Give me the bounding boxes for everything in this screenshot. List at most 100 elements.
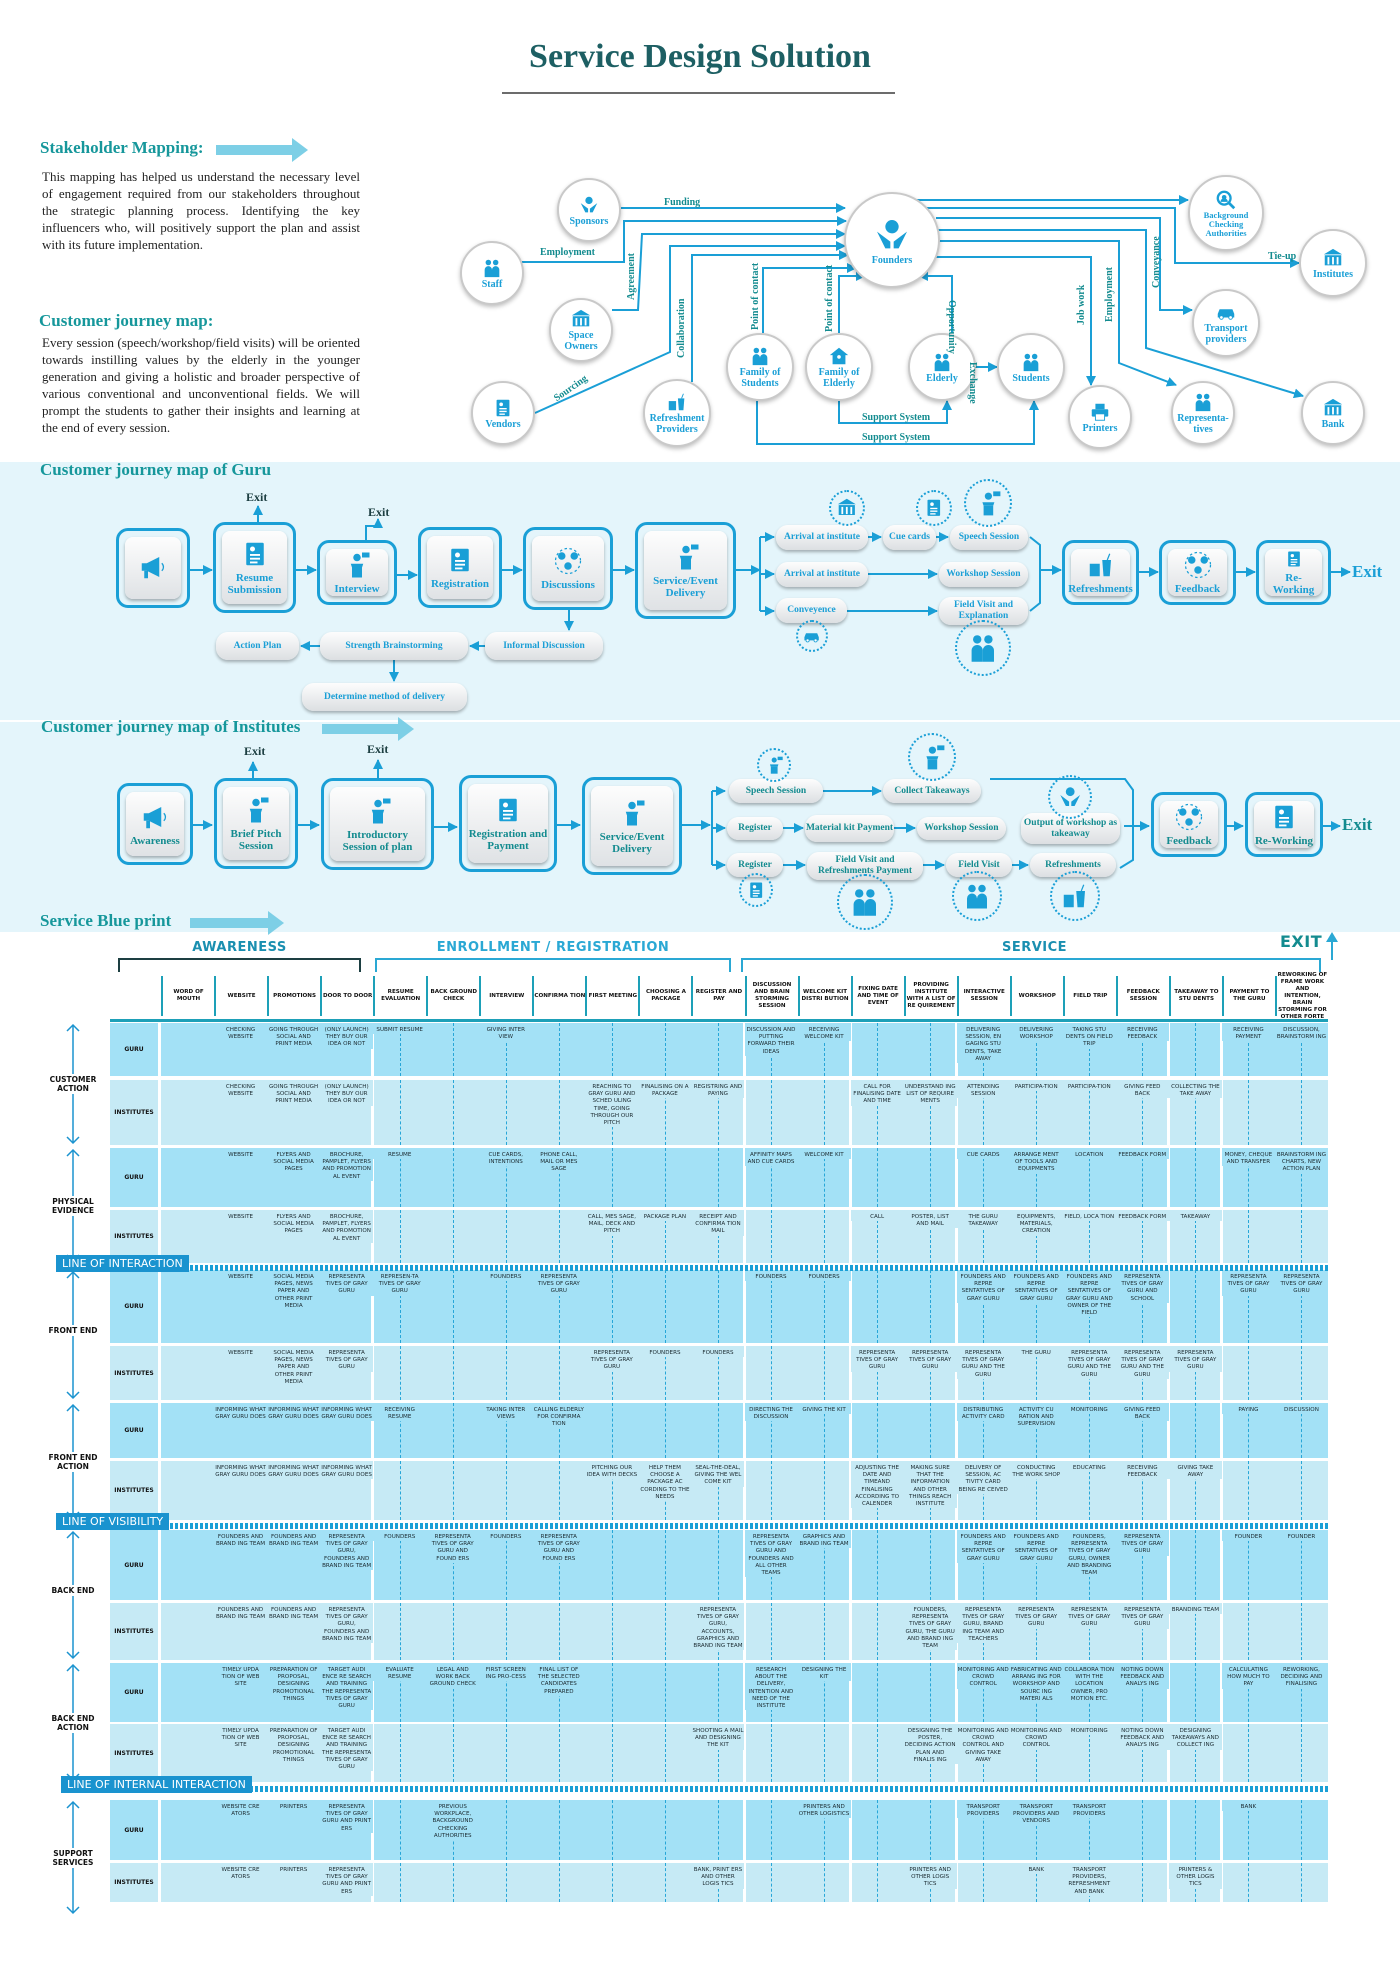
dashed-guide: [1301, 1800, 1303, 1860]
dashed-guide: [399, 1346, 401, 1400]
stakeholder-node: Vendors: [471, 381, 535, 445]
table-cell: FOUNDERS: [479, 1270, 533, 1282]
dashed-guide: [717, 1663, 719, 1722]
table-row: WEBSITE SOCIAL MEDIA PAGES, NEWS PAPER AN…: [161, 1270, 1328, 1343]
branch-pill[interactable]: Speech Session: [729, 779, 823, 803]
dashed-guide: [824, 1461, 826, 1520]
journey-step[interactable]: Registration and Payment: [459, 775, 557, 872]
branch-pill[interactable]: Conveyence: [776, 598, 847, 623]
dotted-icon-circle: [757, 748, 791, 782]
table-cell: FIRST SCREEN ING PRO-CESS: [479, 1663, 533, 1682]
dashed-guide: [824, 1270, 826, 1343]
dashed-guide: [505, 1663, 507, 1722]
journey-step[interactable]: Interview: [317, 540, 397, 605]
exit-label[interactable]: EXIT: [1280, 932, 1323, 951]
table-cell: POSTER, LIST AND MAIL: [903, 1210, 957, 1229]
megaphone-icon: [141, 556, 164, 578]
journey-step-card: Resume Submission: [222, 531, 287, 604]
sub-step-pill[interactable]: Determine method of delivery: [302, 683, 467, 711]
journey-step[interactable]: Re-Working: [1245, 792, 1323, 857]
column-header: DOOR TO DOOR: [320, 976, 373, 1016]
group-divider: [371, 1270, 375, 1343]
dotted-icon-circle: [964, 479, 1012, 527]
journey-step[interactable]: Service/Event Delivery: [582, 777, 682, 875]
interview-icon: [371, 798, 390, 823]
journey-step[interactable]: [116, 528, 190, 608]
dashed-guide: [664, 1800, 666, 1860]
table-cell: FOUNDERS AND REPRE SENTATIVES OF GRAY GU…: [1009, 1530, 1063, 1563]
sub-step-pill[interactable]: Informal Discussion: [485, 632, 603, 660]
group-divider: [848, 1346, 852, 1400]
final-exit-label[interactable]: Exit: [1352, 562, 1383, 581]
table-cell: FOUNDERS AND REPRE SENTATIVES OF GRAY GU…: [1062, 1270, 1116, 1318]
group-divider: [1219, 1148, 1223, 1207]
dashed-guide: [877, 1270, 879, 1343]
branch-pill[interactable]: Workshop Session: [917, 817, 1006, 840]
journey-step[interactable]: Introductory Session of plan: [321, 778, 434, 870]
table-cell: REPRESENTA TIVES OF GRAY GURU: [1062, 1603, 1116, 1629]
journey-step[interactable]: Feedback: [1151, 792, 1227, 857]
pitch-icon: [249, 797, 269, 823]
journey-step[interactable]: Registration: [418, 527, 502, 608]
dashed-guide: [558, 1603, 560, 1660]
dashed-guide: [1195, 1461, 1197, 1520]
column-header: RESUME EVALUATION: [373, 976, 426, 1016]
journey-step[interactable]: Re-Working: [1256, 540, 1331, 605]
journey-step[interactable]: Brief Pitch Session: [214, 778, 298, 869]
journey-step[interactable]: Feedback: [1159, 540, 1236, 605]
table-cell: BRAINSTORM ING CHARTS, NEW ACTION PLAN: [1274, 1148, 1328, 1174]
journey-step[interactable]: Refreshments: [1062, 540, 1139, 605]
sub-step-pill[interactable]: Action Plan: [216, 632, 299, 660]
connection-label: Employment: [540, 247, 595, 258]
dashed-guide: [1195, 1148, 1197, 1207]
dashed-guide: [1301, 1863, 1303, 1902]
branch-pill[interactable]: Speech Session: [950, 525, 1028, 550]
dashed-guide: [1248, 1210, 1250, 1263]
students-icon: [853, 889, 877, 916]
dashed-guide: [1248, 1403, 1250, 1458]
table-row: WEBSITE CRE ATORS PRINTERS REPRESENTA TIVE…: [161, 1800, 1328, 1860]
step-label: Registration: [430, 578, 490, 590]
journey-step[interactable]: Service/Event Delivery: [635, 522, 736, 619]
branch-pill[interactable]: Material kit Payment: [805, 815, 894, 842]
dashed-guide: [558, 1210, 560, 1263]
dashed-guide: [611, 1023, 613, 1076]
journey-step[interactable]: Resume Submission: [213, 522, 296, 613]
stakeholder-node: Staff: [460, 241, 524, 305]
connection-line: [691, 250, 849, 382]
sub-step-pill[interactable]: Strength Brainstorming: [320, 632, 468, 660]
phase-bracket: [375, 958, 731, 972]
stakeholder-label: Family of Elderly: [818, 367, 860, 389]
group-divider: [1219, 1461, 1223, 1520]
table-cell: REPRESENTA TIVES OF GRAY GURU: [1221, 1270, 1275, 1296]
branch-pill[interactable]: Arrival at institute: [776, 525, 868, 550]
dashed-guide: [877, 1530, 879, 1600]
branch-pill[interactable]: Arrival at institute: [776, 562, 868, 587]
table-cell: REPRESENTA TIVES OF GRAY GURU: [1115, 1530, 1169, 1556]
table-cell: RECEIVING PAYMENT: [1221, 1023, 1275, 1042]
table-cell: DELIVERING SESSION, EN GAGING STU DENTS,…: [956, 1023, 1010, 1064]
group-divider: [1219, 1023, 1223, 1076]
table-row: WEBSITE FLYERS AND SOCIAL MEDIA PAGES BROC…: [161, 1210, 1328, 1263]
dashed-guide: [611, 1530, 613, 1600]
journey-step[interactable]: Awareness: [117, 783, 193, 865]
branch-pill[interactable]: Workshop Session: [939, 562, 1028, 587]
table-cell: RECEIVING FEEDBACK: [1115, 1023, 1169, 1042]
table-cell: BANK: [1221, 1800, 1275, 1812]
branch-pill[interactable]: Collect Takeaways: [883, 779, 981, 803]
feedback-icon: [1175, 803, 1203, 831]
group-divider: [954, 1210, 958, 1263]
table-cell: DISCUSSION: [1274, 1403, 1328, 1415]
stakeholder-label: Founders: [871, 254, 913, 266]
row-sublabel: INSTITUTES: [110, 1210, 158, 1263]
table-cell: GIVING TAKE AWAY: [1168, 1461, 1222, 1480]
group-divider: [954, 1148, 958, 1207]
table-cell: TAKING STU DENTS ON FIELD TRIP: [1062, 1023, 1116, 1049]
final-exit-label[interactable]: Exit: [1342, 815, 1373, 834]
branch-pill[interactable]: Cue cards: [883, 525, 936, 550]
journey-step[interactable]: Discussions: [523, 527, 613, 610]
branch-pill[interactable]: Register: [727, 817, 783, 840]
table-cell: MONITORING AND CROWD CONTROL: [956, 1663, 1010, 1689]
page-title: Service Design Solution: [529, 38, 871, 75]
table-cell: MONITORING: [1062, 1724, 1116, 1736]
